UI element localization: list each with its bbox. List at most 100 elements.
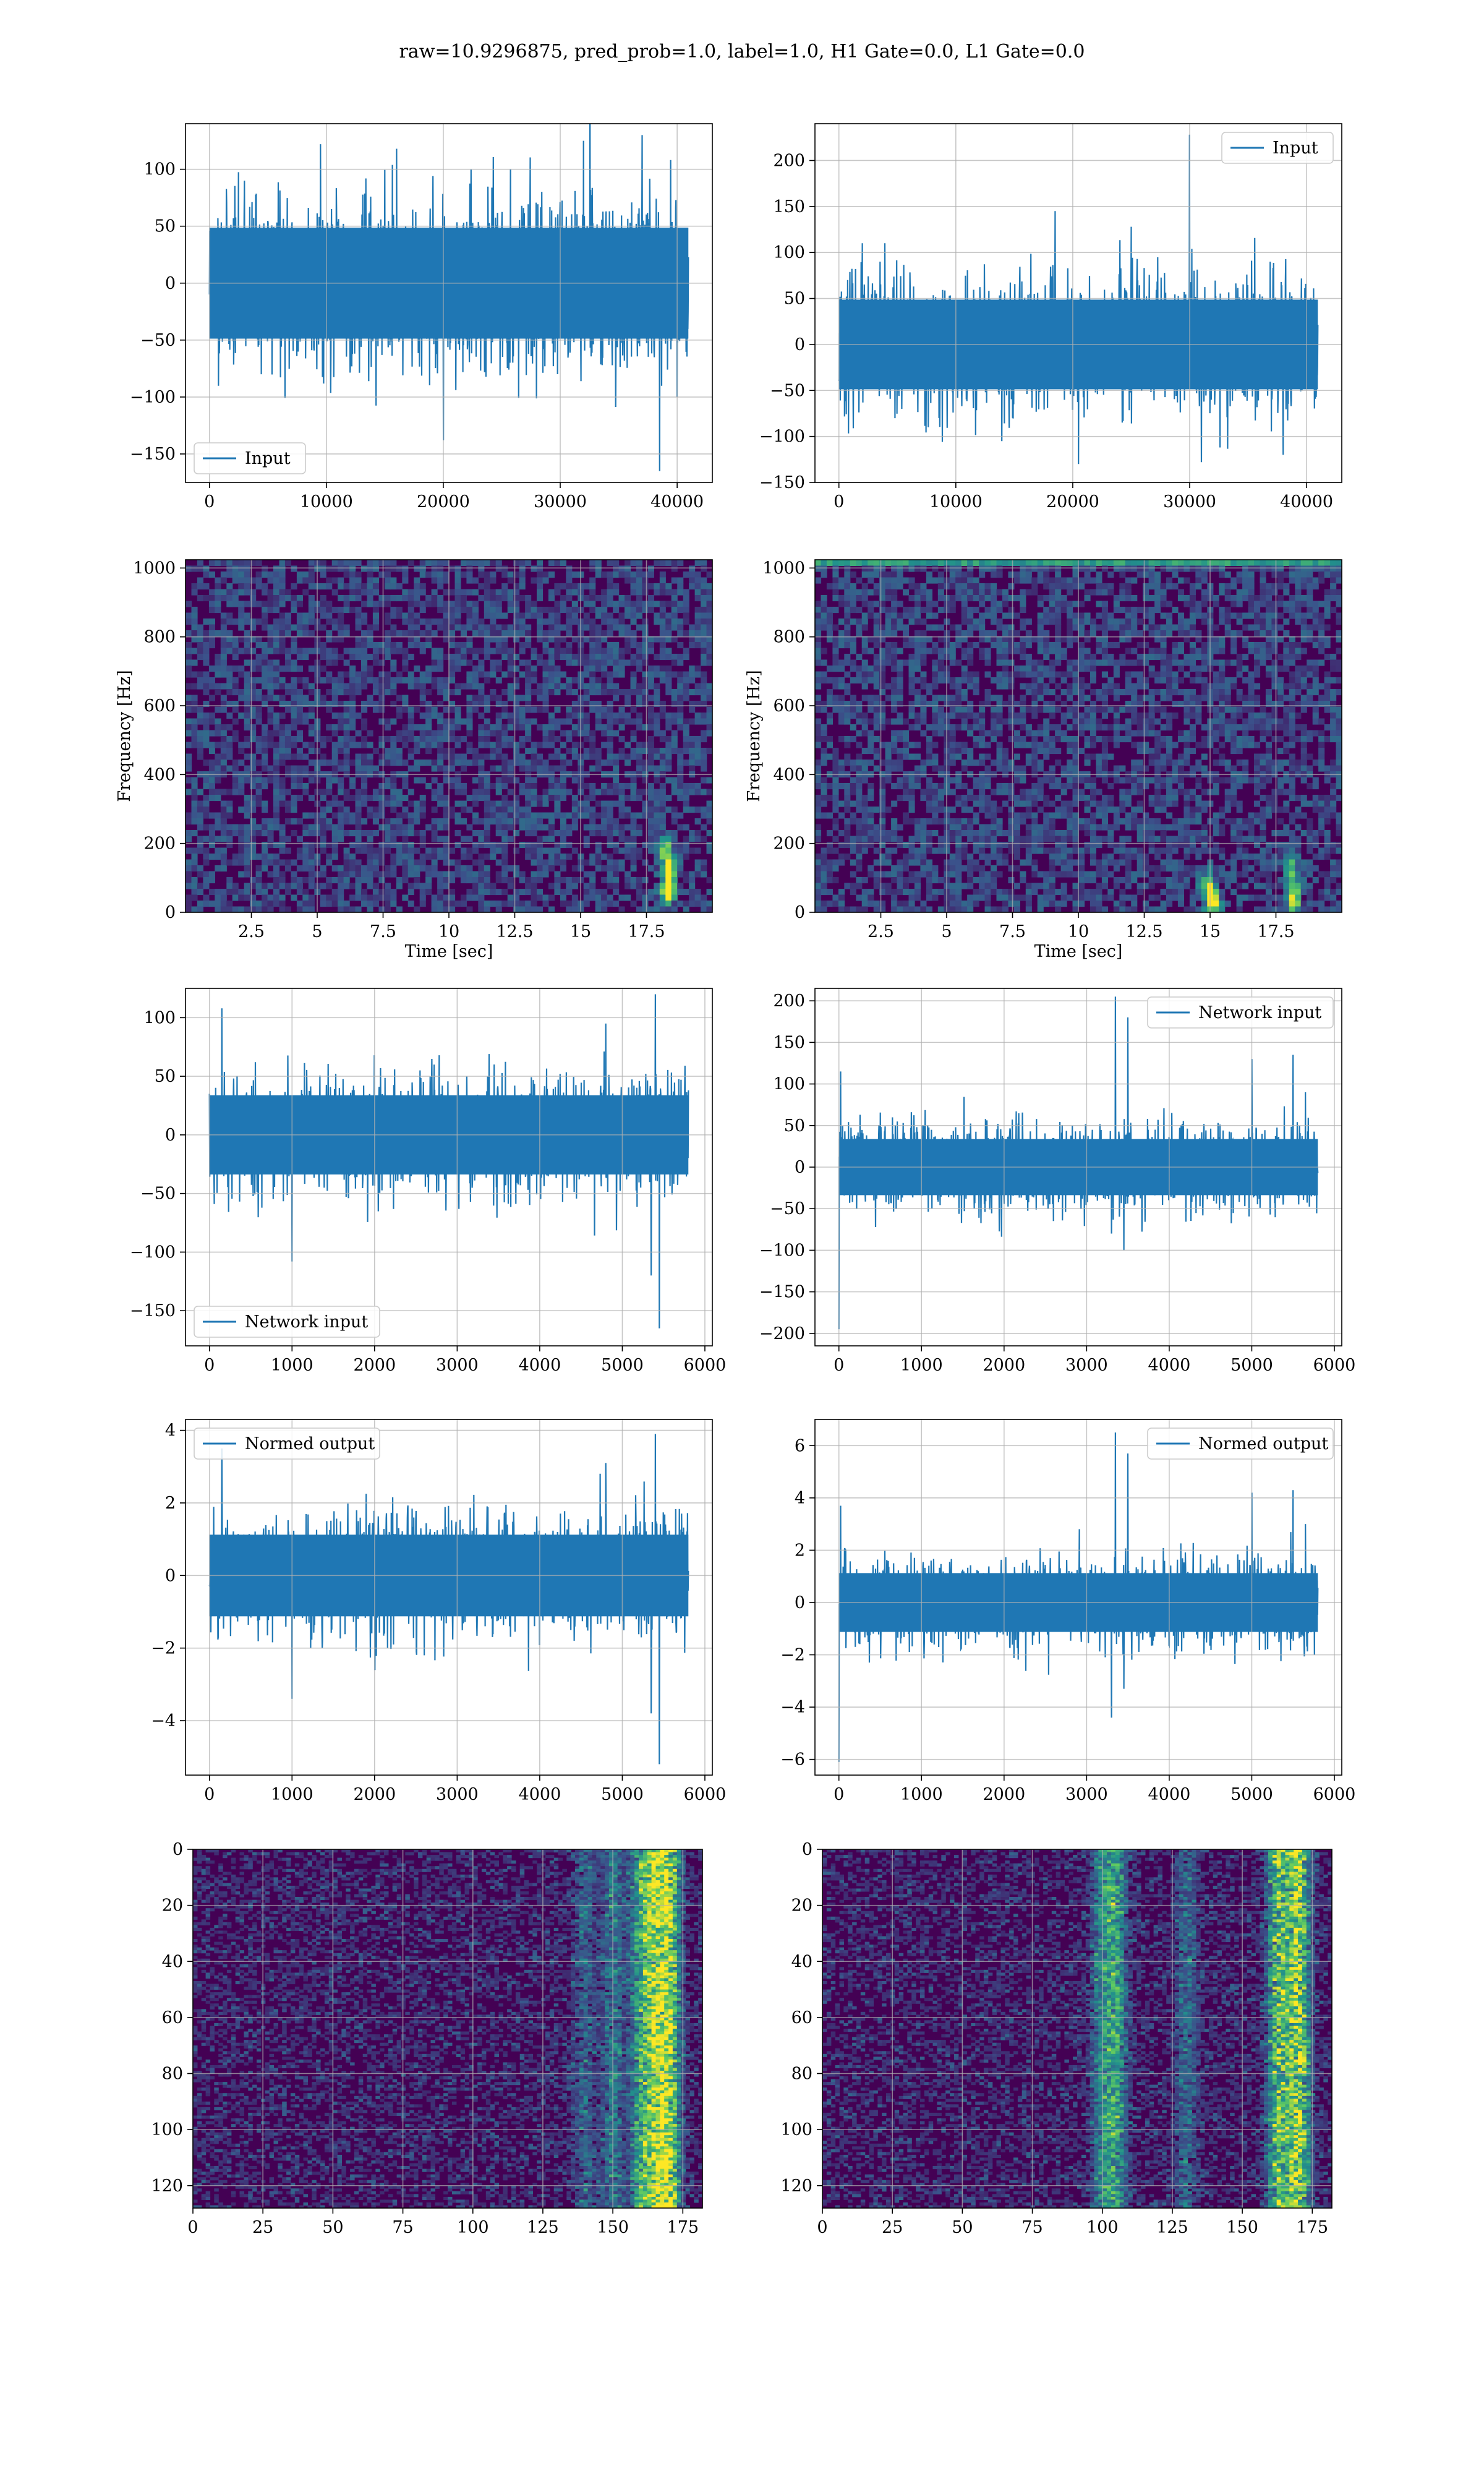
x-tick-label: 6000 xyxy=(684,1356,727,1375)
y-tick-label: 800 xyxy=(143,628,176,647)
legend-label: Input xyxy=(245,449,291,468)
x-tick-label: 0 xyxy=(204,1356,215,1375)
grid-lines xyxy=(815,1419,1342,1775)
axes-frame xyxy=(814,123,1342,483)
y-tick-label: 600 xyxy=(143,696,176,716)
x-tick-label: 2000 xyxy=(353,1785,396,1804)
x-tick-label: 2000 xyxy=(983,1785,1025,1804)
grid-lines xyxy=(815,560,1342,913)
y-tick-label: −4 xyxy=(151,1711,176,1731)
x-tick-label: 100 xyxy=(1086,2218,1119,2237)
y-tick-label: 1000 xyxy=(133,559,176,578)
chart-panel-9: 0 25 50 75 100 125 150 175 0 20 40 60 80 100 120 xyxy=(151,1840,703,2237)
y-tick-label: 200 xyxy=(773,151,805,170)
x-tick-label: 7.5 xyxy=(999,922,1026,941)
x-tick-label: 30000 xyxy=(1163,492,1216,511)
y-tick-label: 0 xyxy=(165,274,176,293)
x-tick-label: 6000 xyxy=(1313,1356,1356,1375)
x-tick-label: 1000 xyxy=(900,1356,943,1375)
y-tick-label: −100 xyxy=(130,388,176,407)
y-axis-label: Frequency [Hz] xyxy=(115,670,134,802)
chart-panel-4: 2.5 5 7.5 10 12.5 15 17.5 0 200 400 600 800 1000 Time… xyxy=(744,559,1342,961)
y-tick-label: 0 xyxy=(173,1840,183,1859)
y-tick-label: 0 xyxy=(165,1566,176,1585)
y-tick-label: 0 xyxy=(795,335,805,354)
x-tick-label: 10000 xyxy=(300,492,353,511)
x-tick-label: 2.5 xyxy=(238,922,265,941)
y-tick-label: 100 xyxy=(143,1008,176,1027)
x-tick-label: 5 xyxy=(941,922,952,941)
plot-area xyxy=(208,994,689,1329)
axes-frame xyxy=(192,1849,703,2209)
chart-panel-1: 0 10000 20000 30000 40000 −150 −100 −50 0 50 100 In… xyxy=(130,123,713,511)
x-tick-label: 0 xyxy=(834,1356,844,1375)
x-tick-label: 20000 xyxy=(417,492,470,511)
y-tick-label: 80 xyxy=(791,2065,812,2084)
x-tick-label: 100 xyxy=(457,2218,489,2237)
y-tick-label: 40 xyxy=(162,1952,183,1971)
axes-frame xyxy=(814,1419,1342,1776)
y-tick-label: 400 xyxy=(773,765,805,784)
y-tick-label: 150 xyxy=(773,1033,805,1052)
y-tick-label: 150 xyxy=(773,197,805,216)
y-tick-label: −150 xyxy=(130,1301,176,1320)
x-tick-label: 3000 xyxy=(1065,1356,1108,1375)
x-tick-label: 50 xyxy=(952,2218,973,2237)
x-axis-label: Time [sec] xyxy=(1034,942,1123,961)
y-tick-label: −100 xyxy=(759,427,805,447)
y-tick-label: −50 xyxy=(140,1184,176,1204)
x-tick-label: 2000 xyxy=(983,1356,1025,1375)
x-tick-label: 40000 xyxy=(650,492,704,511)
y-tick-label: 0 xyxy=(165,903,176,922)
y-tick-label: 4 xyxy=(795,1489,805,1508)
grid-lines xyxy=(815,988,1342,1346)
x-tick-label: 17.5 xyxy=(628,922,665,941)
x-tick-label: 50 xyxy=(322,2218,343,2237)
y-axis-label: Frequency [Hz] xyxy=(744,670,764,802)
x-tick-label: 3000 xyxy=(436,1785,479,1804)
y-tick-label: 80 xyxy=(162,2065,183,2084)
x-tick-label: 2000 xyxy=(353,1356,396,1375)
y-tick-label: 0 xyxy=(795,1158,805,1177)
y-tick-label: 40 xyxy=(791,1952,812,1971)
legend: Network input xyxy=(194,1306,380,1338)
axes-frame xyxy=(185,988,713,1346)
x-tick-label: 15 xyxy=(1200,922,1221,941)
y-tick-label: −4 xyxy=(780,1698,805,1717)
legend: Input xyxy=(1221,132,1334,164)
x-tick-label: 0 xyxy=(187,2218,198,2237)
y-tick-label: 120 xyxy=(780,2177,812,2196)
x-tick-label: 5000 xyxy=(1230,1785,1273,1804)
y-tick-label: −2 xyxy=(151,1639,176,1658)
x-tick-label: 25 xyxy=(252,2218,273,2237)
y-tick-label: −50 xyxy=(770,381,805,400)
x-tick-label: 4000 xyxy=(519,1785,561,1804)
y-tick-label: 200 xyxy=(773,991,805,1011)
y-tick-label: 100 xyxy=(773,1075,805,1094)
legend-label: Network input xyxy=(245,1312,368,1332)
plot-area xyxy=(838,996,1319,1330)
figure-suptitle: raw=10.9296875, pred_prob=1.0, label=1.0… xyxy=(0,41,1484,62)
y-tick-label: 1000 xyxy=(762,559,805,578)
y-tick-label: −150 xyxy=(130,445,176,464)
x-tick-label: 125 xyxy=(527,2218,559,2237)
y-tick-label: −50 xyxy=(770,1199,805,1218)
y-tick-label: 2 xyxy=(165,1494,176,1513)
grid-lines xyxy=(815,124,1342,483)
x-tick-label: 4000 xyxy=(1148,1356,1191,1375)
x-tick-label: 150 xyxy=(1226,2218,1258,2237)
heatmap-cells xyxy=(186,560,712,912)
chart-panel-8: 0 1000 2000 3000 4000 5000 6000 −6 −4 −2 0 2 4 6 Norme… xyxy=(780,1419,1355,1804)
legend: Input xyxy=(194,442,306,474)
x-tick-label: 2.5 xyxy=(868,922,894,941)
x-tick-label: 10000 xyxy=(929,492,983,511)
axes-frame xyxy=(185,1419,713,1776)
legend-label: Input xyxy=(1273,139,1318,158)
chart-panel-10: 0 25 50 75 100 125 150 175 0 20 40 60 80 100 120 xyxy=(780,1840,1333,2237)
y-tick-label: 60 xyxy=(791,2008,812,2027)
plot-area xyxy=(822,1849,1332,2208)
y-tick-label: −150 xyxy=(759,1283,805,1302)
x-tick-label: 40000 xyxy=(1280,492,1333,511)
plot-area xyxy=(193,1849,702,2208)
y-tick-label: −150 xyxy=(759,473,805,492)
